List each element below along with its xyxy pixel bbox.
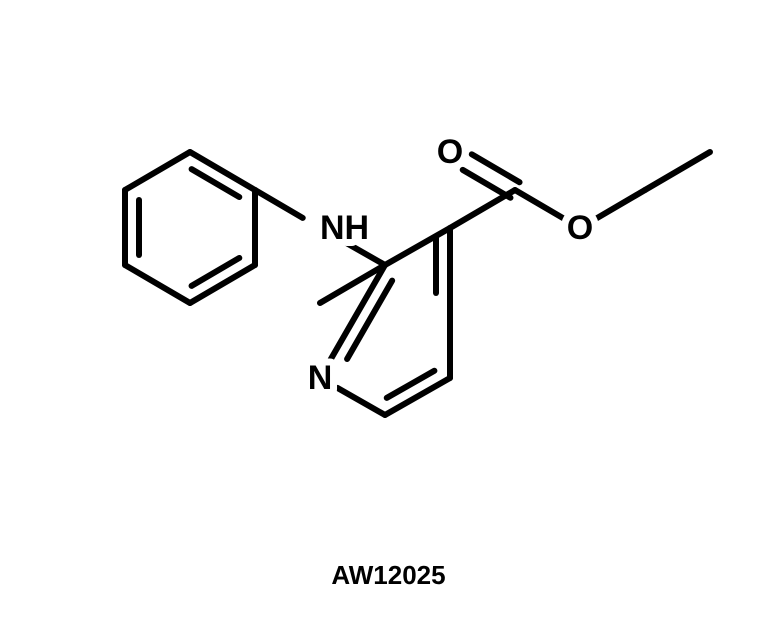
svg-text:O: O	[567, 209, 593, 247]
svg-text:O: O	[437, 133, 463, 171]
svg-text:N: N	[308, 359, 333, 397]
compound-label: AW12025	[0, 560, 777, 591]
figure-container: NHNHNNOOOO AW12025	[0, 0, 777, 631]
svg-text:NH: NH	[320, 209, 369, 247]
molecule-structure: NHNHNNOOOO	[0, 0, 777, 631]
